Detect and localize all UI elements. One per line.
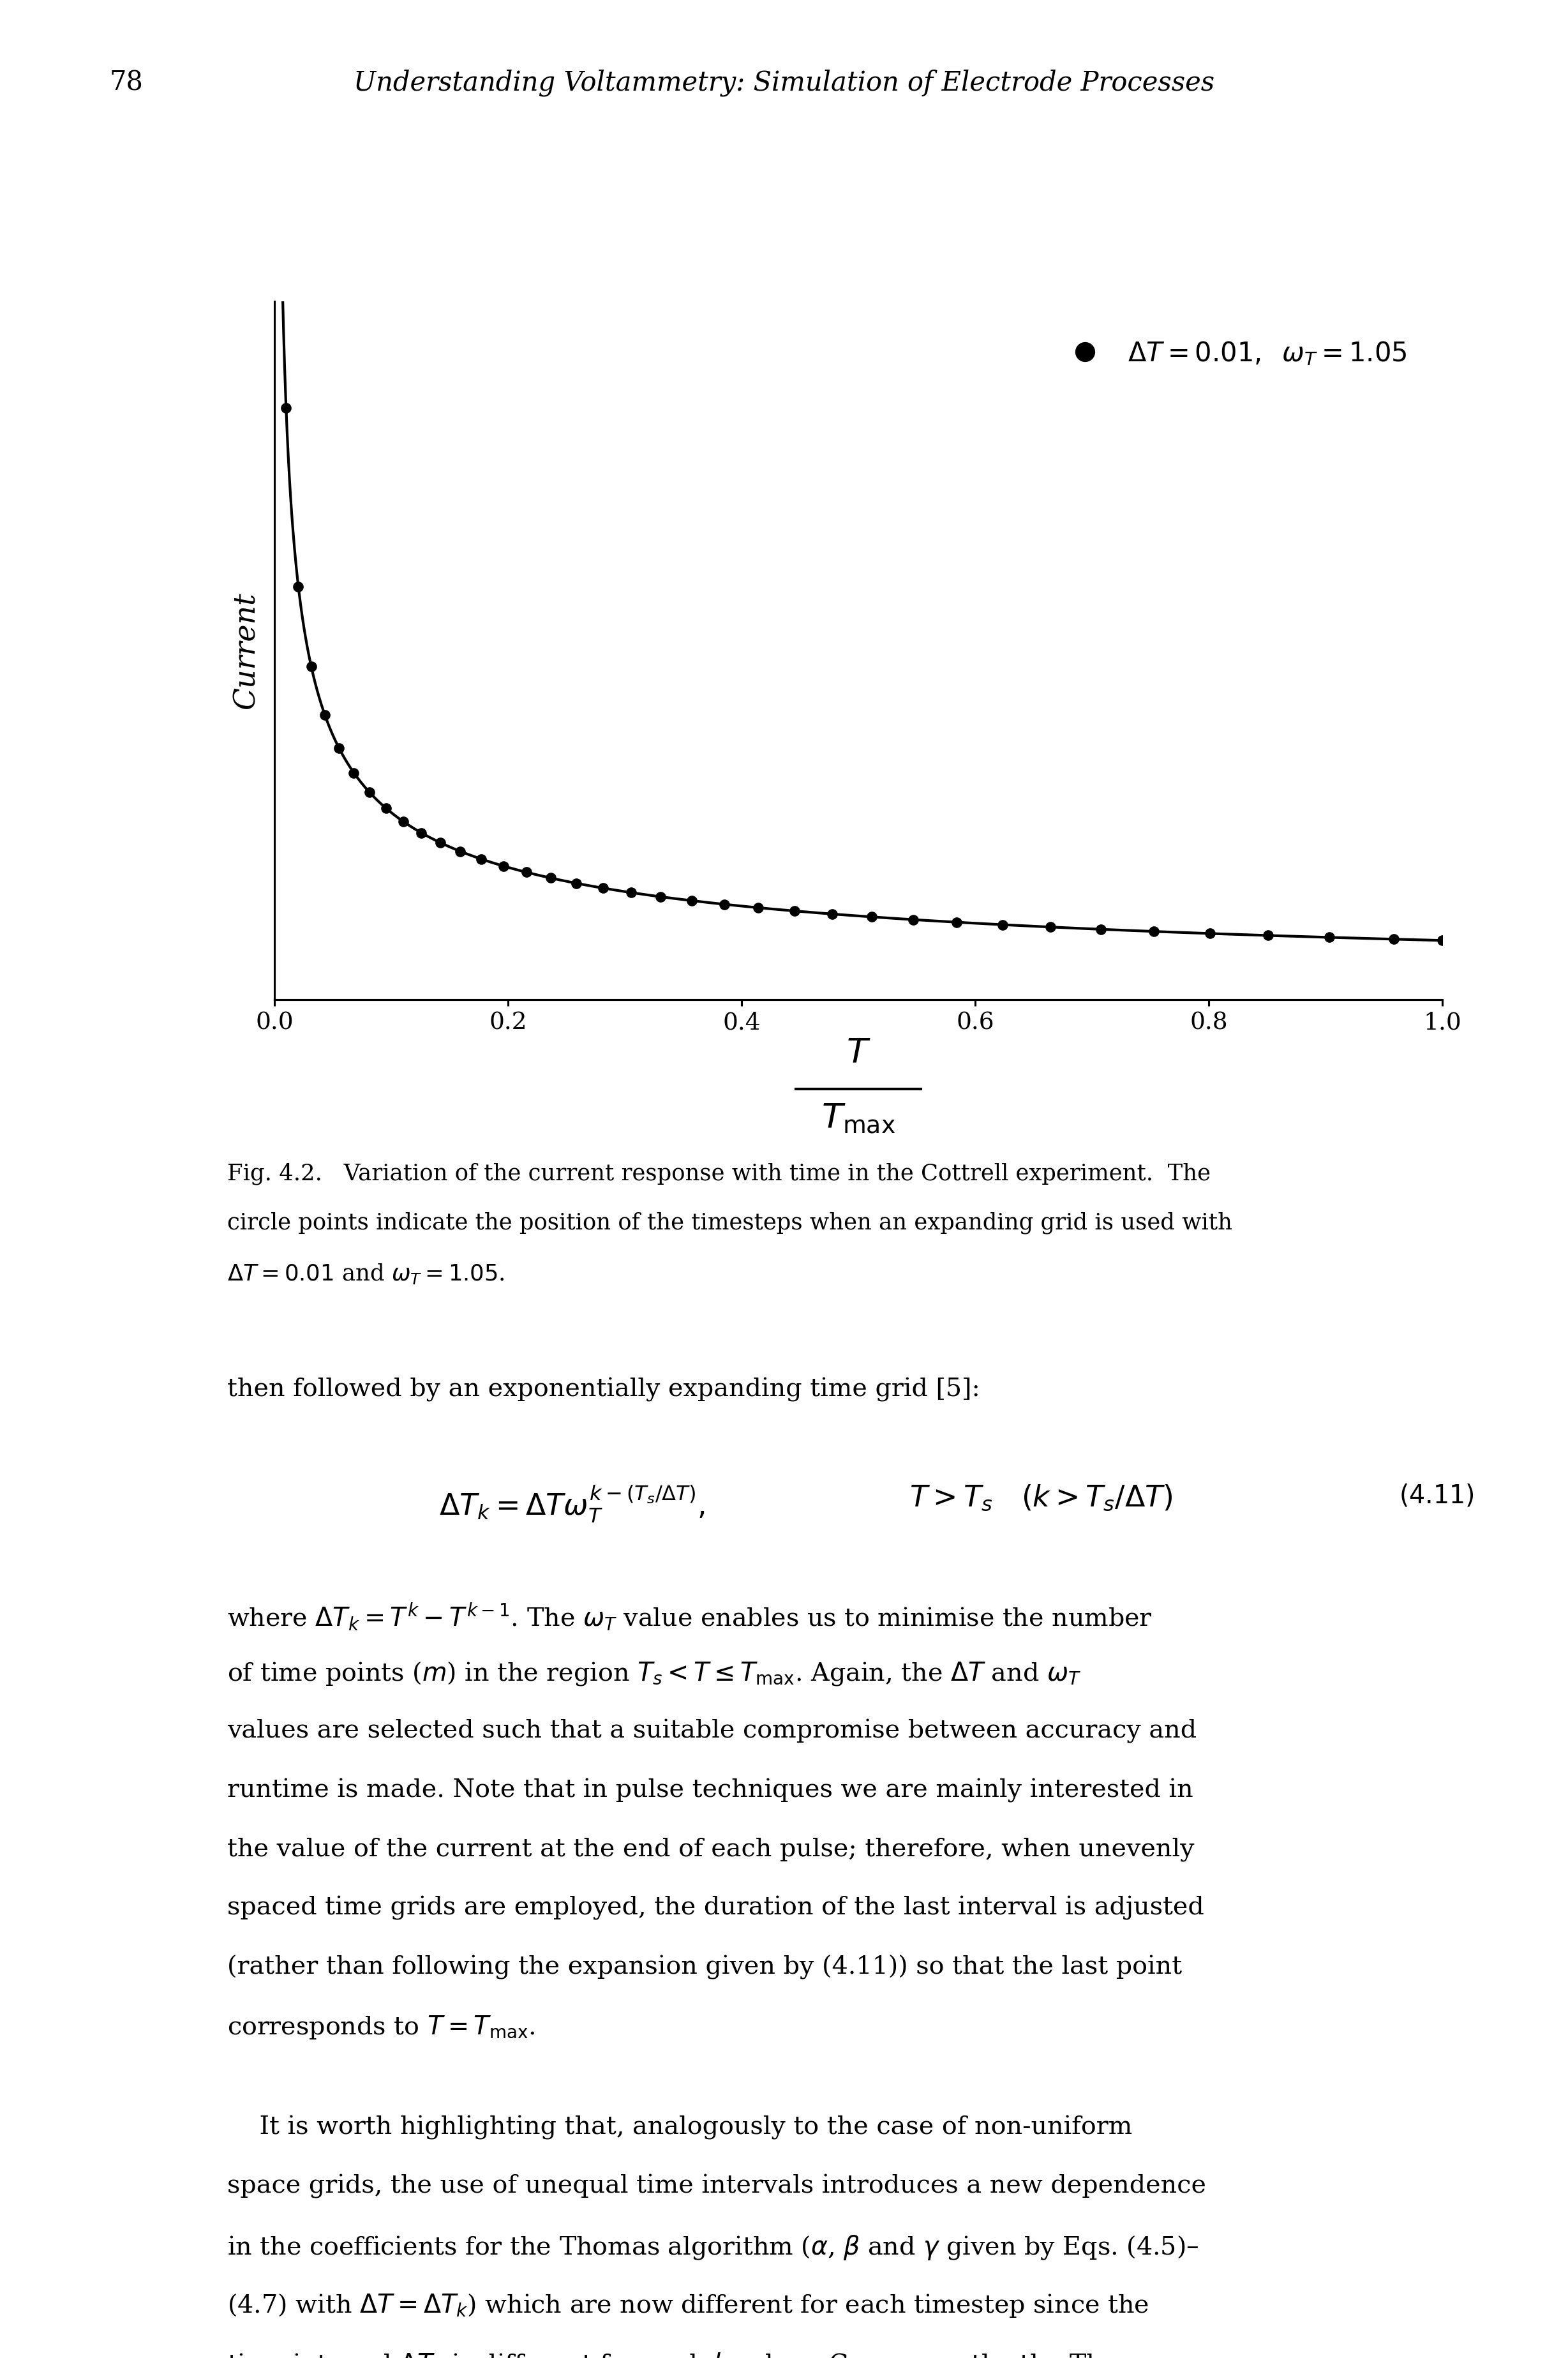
Text: $\Delta T = 0.01$ and $\omega_T = 1.05$.: $\Delta T = 0.01$ and $\omega_T = 1.05$.	[227, 1262, 505, 1285]
Text: circle points indicate the position of the timesteps when an expanding grid is u: circle points indicate the position of t…	[227, 1212, 1232, 1233]
Text: (rather than following the expansion given by (4.11)) so that the last point: (rather than following the expansion giv…	[227, 1955, 1182, 1978]
Text: It is worth highlighting that, analogously to the case of non-uniform: It is worth highlighting that, analogous…	[227, 2115, 1132, 2139]
Text: corresponds to $T = T_{\mathrm{max}}$.: corresponds to $T = T_{\mathrm{max}}$.	[227, 2014, 535, 2040]
Text: time interval $\Delta T_k$ is different for each $k$ value.  Consequently, the T: time interval $\Delta T_k$ is different …	[227, 2351, 1170, 2358]
Text: where $\Delta T_k = T^k - T^{k-1}$. The $\omega_T$ value enables us to minimise : where $\Delta T_k = T^k - T^{k-1}$. The …	[227, 1601, 1152, 1632]
Text: $T > T_s \quad (k > T_s/\Delta T)$: $T > T_s \quad (k > T_s/\Delta T)$	[909, 1483, 1173, 1511]
Text: Fig. 4.2.   Variation of the current response with time in the Cottrell experime: Fig. 4.2. Variation of the current respo…	[227, 1162, 1210, 1184]
Text: the value of the current at the end of each pulse; therefore, when unevenly: the value of the current at the end of e…	[227, 1837, 1195, 1860]
Text: $T_{\mathrm{max}}$: $T_{\mathrm{max}}$	[822, 1101, 895, 1134]
Text: then followed by an exponentially expanding time grid [5]:: then followed by an exponentially expand…	[227, 1377, 980, 1401]
Text: of time points ($m$) in the region $T_s < T \leq T_{\mathrm{max}}$. Again, the $: of time points ($m$) in the region $T_s …	[227, 1660, 1082, 1686]
Text: runtime is made. Note that in pulse techniques we are mainly interested in: runtime is made. Note that in pulse tech…	[227, 1778, 1193, 1802]
Y-axis label: Current: Current	[232, 592, 262, 710]
Text: (4.7) with $\Delta T = \Delta T_k$) which are now different for each timestep si: (4.7) with $\Delta T = \Delta T_k$) whic…	[227, 2292, 1149, 2318]
Text: spaced time grids are employed, the duration of the last interval is adjusted: spaced time grids are employed, the dura…	[227, 1896, 1204, 1919]
Legend: $\Delta T = 0.01,\;\; \omega_T = 1.05$: $\Delta T = 0.01,\;\; \omega_T = 1.05$	[1047, 330, 1417, 377]
Text: space grids, the use of unequal time intervals introduces a new dependence: space grids, the use of unequal time int…	[227, 2174, 1206, 2198]
Text: in the coefficients for the Thomas algorithm ($\alpha$, $\beta$ and $\gamma$ giv: in the coefficients for the Thomas algor…	[227, 2233, 1200, 2261]
Text: $T$: $T$	[847, 1038, 870, 1071]
Text: $\Delta T_k = \Delta T\omega_T^{k-(T_s/\Delta T)}$,: $\Delta T_k = \Delta T\omega_T^{k-(T_s/\…	[439, 1483, 706, 1523]
Text: $(4.11)$: $(4.11)$	[1399, 1483, 1474, 1509]
Text: 78: 78	[110, 68, 144, 97]
Text: values are selected such that a suitable compromise between accuracy and: values are selected such that a suitable…	[227, 1719, 1196, 1743]
Text: Understanding Voltammetry: Simulation of Electrode Processes: Understanding Voltammetry: Simulation of…	[353, 68, 1215, 97]
